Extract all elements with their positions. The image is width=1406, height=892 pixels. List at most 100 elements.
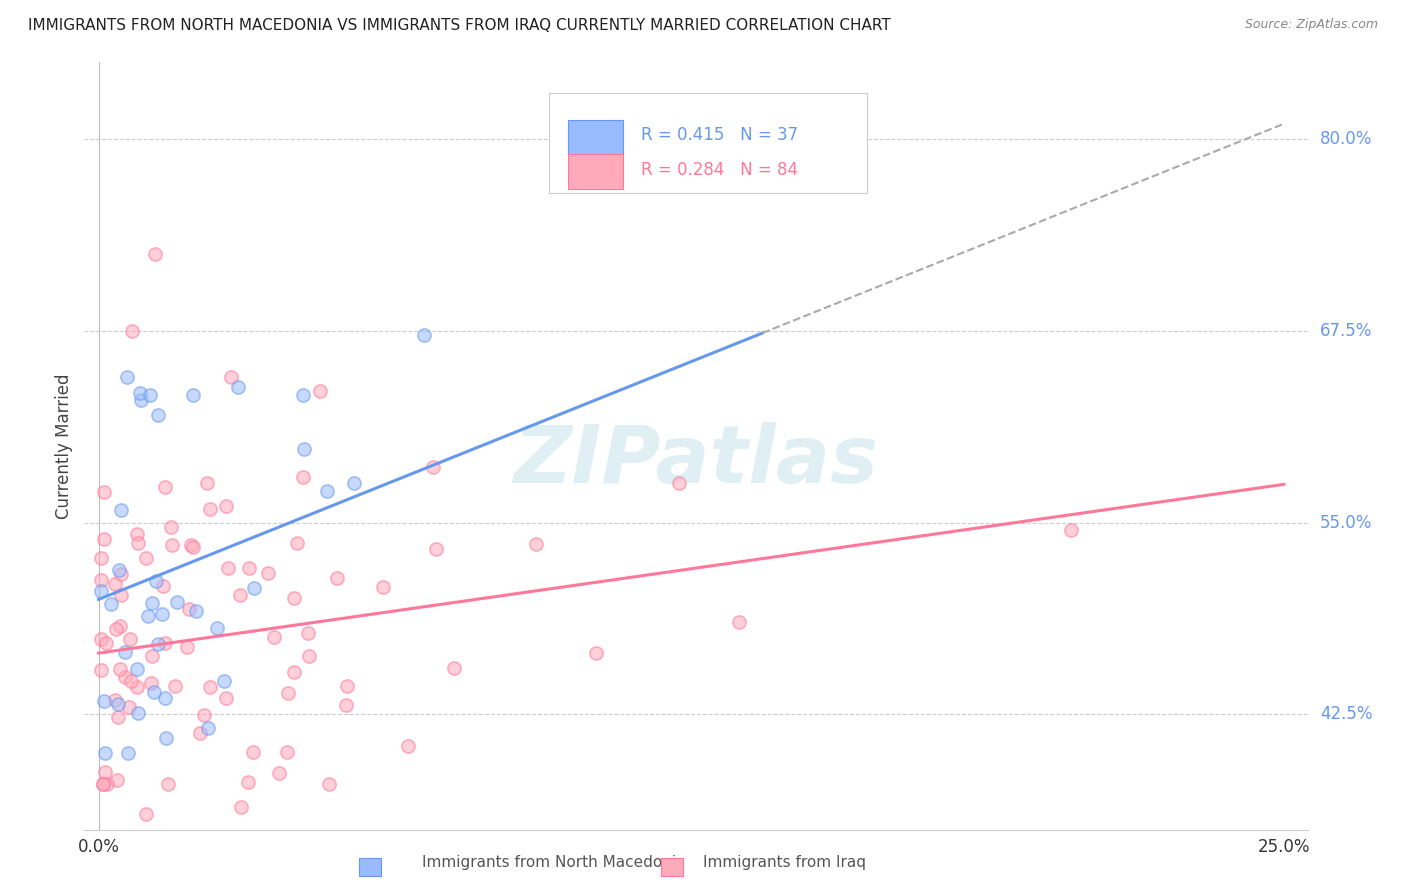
Point <box>243 581 266 595</box>
Point <box>184 604 207 618</box>
Point <box>413 328 436 343</box>
Point <box>425 542 447 557</box>
Point <box>145 247 167 261</box>
Point <box>139 676 162 690</box>
Point <box>263 630 285 644</box>
Point <box>727 615 749 630</box>
Point <box>104 622 127 636</box>
Point <box>108 563 131 577</box>
Point <box>198 680 221 694</box>
Point <box>277 686 299 700</box>
Point <box>143 685 166 699</box>
Point <box>155 731 177 746</box>
Point <box>146 637 169 651</box>
Point <box>229 588 252 602</box>
Point <box>90 584 112 599</box>
Text: 55.0%: 55.0% <box>1320 514 1372 532</box>
Point <box>150 607 173 621</box>
Point <box>153 636 176 650</box>
Point <box>107 772 129 787</box>
Point <box>139 387 162 401</box>
Text: 42.5%: 42.5% <box>1320 706 1372 723</box>
Point <box>215 500 238 514</box>
Point <box>94 746 117 760</box>
Point <box>336 679 359 693</box>
Point <box>107 710 129 724</box>
Text: Immigrants from North Macedonia: Immigrants from North Macedonia <box>422 855 685 870</box>
Point <box>316 484 339 499</box>
Point <box>108 662 131 676</box>
Point <box>90 550 112 565</box>
Point <box>292 388 315 402</box>
Point <box>114 645 136 659</box>
Bar <box>550 93 868 193</box>
Point <box>117 746 139 760</box>
Point <box>276 745 298 759</box>
Point <box>127 662 149 676</box>
Point <box>396 739 419 753</box>
Point <box>93 694 115 708</box>
Point <box>94 765 117 780</box>
Point <box>104 576 127 591</box>
Point <box>146 408 169 422</box>
Point <box>166 595 188 609</box>
Point <box>197 721 219 735</box>
Point <box>160 520 183 534</box>
Point <box>326 571 349 585</box>
Point <box>110 619 132 633</box>
Point <box>110 588 132 602</box>
Point <box>121 324 143 338</box>
Point <box>297 625 319 640</box>
Point <box>96 636 118 650</box>
Y-axis label: Currently Married: Currently Married <box>55 373 73 519</box>
Point <box>526 537 548 551</box>
Point <box>145 574 167 588</box>
Point <box>135 807 157 822</box>
Text: ZIPatlas: ZIPatlas <box>513 422 879 500</box>
Point <box>107 697 129 711</box>
Point <box>217 560 239 574</box>
Point <box>135 551 157 566</box>
Point <box>181 388 204 402</box>
Point <box>343 475 366 490</box>
Point <box>212 674 235 689</box>
Point <box>269 766 291 780</box>
Point <box>291 470 314 484</box>
Point <box>292 442 315 456</box>
Point <box>215 691 238 706</box>
Point <box>118 700 141 714</box>
Text: 67.5%: 67.5% <box>1320 322 1372 340</box>
Point <box>177 602 200 616</box>
Point <box>91 776 114 790</box>
Point <box>165 679 187 693</box>
Point <box>118 632 141 646</box>
Point <box>283 665 305 679</box>
Point <box>93 485 115 500</box>
Point <box>93 533 115 547</box>
Text: Immigrants from Iraq: Immigrants from Iraq <box>703 855 866 870</box>
Point <box>91 776 114 790</box>
Point <box>308 384 330 398</box>
Point <box>318 776 340 790</box>
Point <box>298 648 321 663</box>
Point <box>198 501 221 516</box>
Bar <box>568 120 623 154</box>
Point <box>127 536 149 550</box>
Point <box>238 561 260 575</box>
Point <box>125 680 148 694</box>
Point <box>153 480 176 494</box>
Point <box>221 370 243 384</box>
Point <box>125 527 148 541</box>
Point <box>188 726 211 740</box>
Point <box>100 598 122 612</box>
Point <box>238 775 260 789</box>
Text: 80.0%: 80.0% <box>1320 130 1372 148</box>
Point <box>90 664 112 678</box>
Point <box>136 609 159 624</box>
Bar <box>568 154 623 189</box>
Point <box>110 567 132 582</box>
Point <box>205 621 228 635</box>
Point <box>90 632 112 647</box>
Point <box>229 799 252 814</box>
Point <box>114 670 136 684</box>
